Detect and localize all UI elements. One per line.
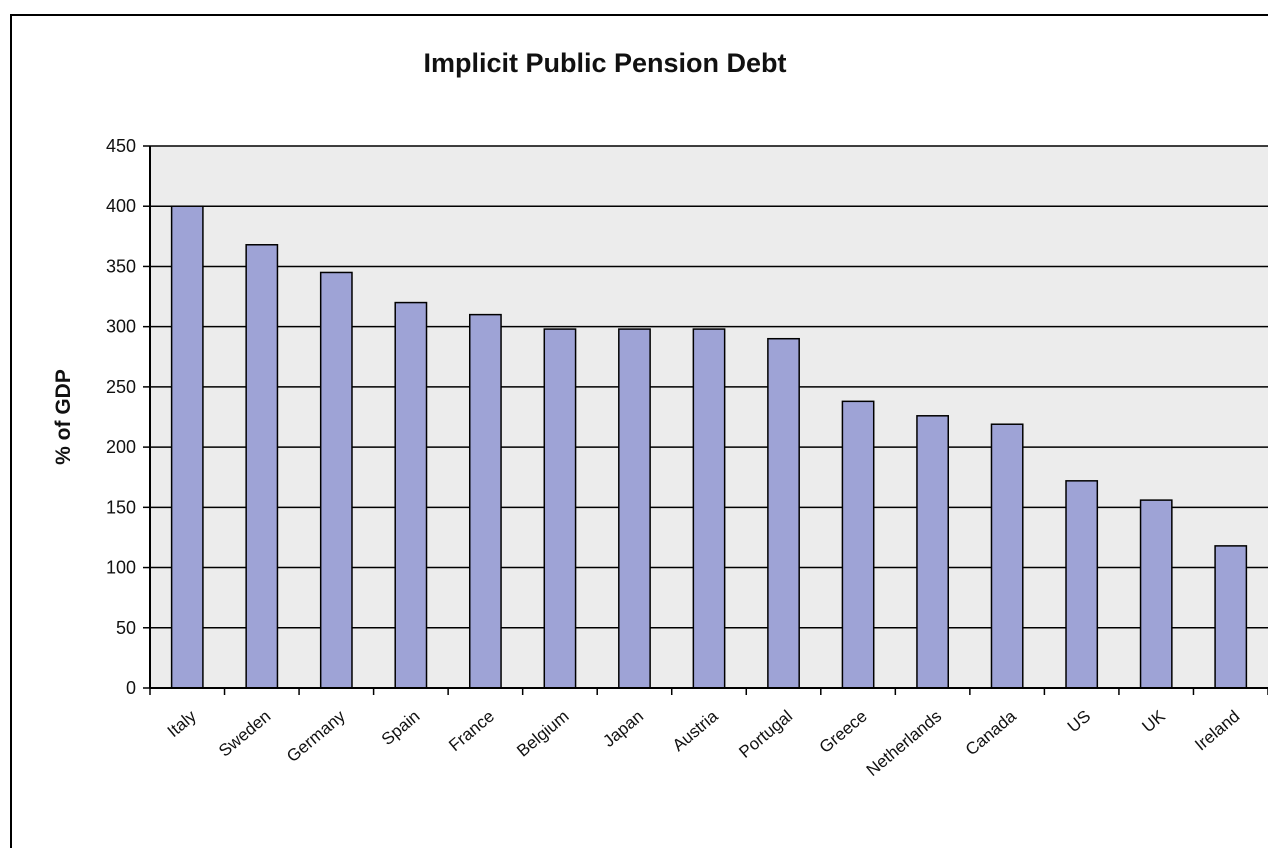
- x-tick-label: Portugal: [735, 707, 796, 762]
- y-tick-label: 250: [106, 377, 136, 397]
- y-tick-label: 450: [106, 136, 136, 156]
- x-tick-label: Greece: [816, 707, 871, 757]
- x-tick-label: Canada: [962, 706, 1020, 759]
- bar-greece: [841, 400, 875, 689]
- y-axis-label: % of GDP: [52, 369, 75, 465]
- x-tick-label: Austria: [669, 706, 722, 755]
- bar-portugal: [767, 337, 800, 689]
- x-tick-label: Germany: [283, 706, 349, 766]
- y-tick-label: 150: [106, 497, 136, 517]
- x-tick-label: Sweden: [215, 707, 274, 761]
- bars: [170, 205, 1248, 689]
- y-tick-label: 300: [106, 317, 136, 337]
- x-tick-label: Belgium: [513, 707, 572, 761]
- x-tick-label: Italy: [164, 706, 200, 741]
- bar-sweden: [245, 244, 279, 689]
- bar-belgium: [543, 328, 577, 689]
- x-axis-ticks: Italy Sweden Germany Spain France Belgium Japa…: [149, 688, 1268, 780]
- bar-us: [1065, 480, 1099, 689]
- y-tick-label: 0: [126, 678, 136, 698]
- y-tick-label: 50: [116, 618, 136, 638]
- bar-netherlands: [916, 415, 950, 689]
- bar-ireland: [1214, 545, 1248, 689]
- y-tick-label: 400: [106, 196, 136, 216]
- bar-austria: [692, 328, 726, 689]
- x-tick-label: Netherlands: [863, 707, 945, 780]
- x-tick-label: Japan: [599, 707, 647, 751]
- axes: [149, 146, 1268, 689]
- x-tick-label: US: [1064, 707, 1094, 737]
- x-tick-label: Ireland: [1191, 707, 1243, 755]
- bar-canada: [990, 423, 1024, 689]
- y-axis-ticks: 0 50 100 150 200 250 300 350 400 450: [106, 136, 150, 698]
- bar-italy: [170, 205, 204, 689]
- chart-title: Implicit Public Pension Debt: [423, 48, 786, 78]
- x-tick-label: UK: [1138, 706, 1169, 736]
- y-tick-label: 100: [106, 558, 136, 578]
- y-tick-label: 350: [106, 256, 136, 276]
- bar-japan: [618, 328, 651, 689]
- y-tick-label: 200: [106, 437, 136, 457]
- bar-france: [468, 313, 502, 689]
- x-tick-label: France: [445, 707, 498, 756]
- bar-germany: [319, 271, 353, 689]
- bar-uk: [1139, 499, 1173, 689]
- bar-spain: [394, 301, 428, 689]
- x-tick-label: Spain: [378, 707, 424, 750]
